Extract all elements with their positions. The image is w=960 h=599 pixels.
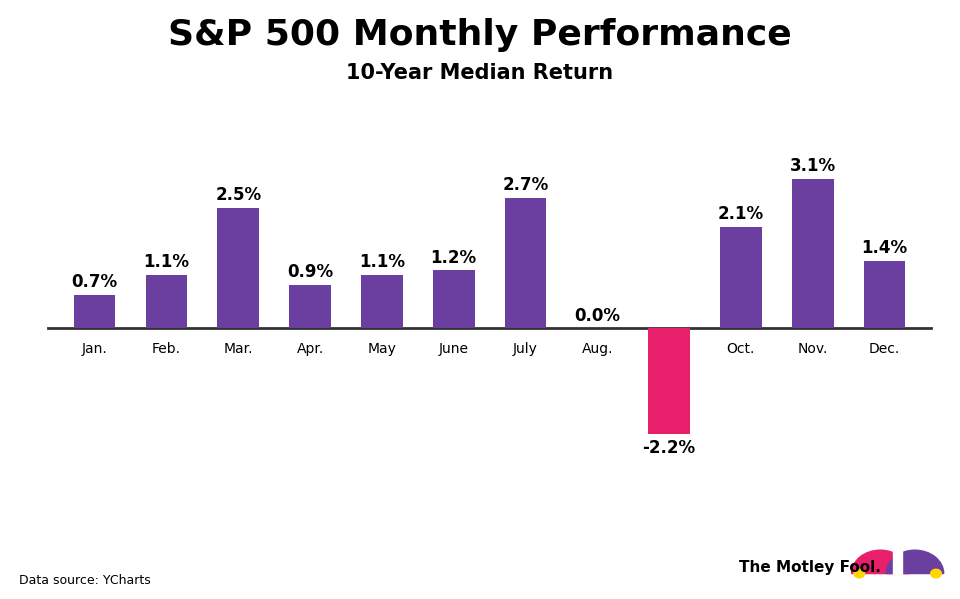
Bar — [74, 295, 115, 328]
Wedge shape — [886, 550, 944, 574]
Text: -2.2%: -2.2% — [642, 439, 696, 457]
Wedge shape — [852, 550, 909, 574]
Text: Data source: YCharts: Data source: YCharts — [19, 574, 151, 587]
Text: 0.7%: 0.7% — [72, 273, 118, 291]
Bar — [146, 276, 187, 328]
Text: 1.1%: 1.1% — [143, 253, 189, 271]
Bar — [648, 328, 690, 434]
Text: 0.9%: 0.9% — [287, 263, 333, 281]
Circle shape — [931, 569, 941, 578]
Bar — [289, 285, 331, 328]
Text: 2.7%: 2.7% — [502, 176, 548, 194]
Text: 3.1%: 3.1% — [790, 157, 836, 175]
Text: S&P 500 Monthly Performance: S&P 500 Monthly Performance — [168, 18, 792, 52]
Text: 1.2%: 1.2% — [431, 249, 477, 267]
Bar — [505, 198, 546, 328]
Text: 0.0%: 0.0% — [574, 307, 620, 325]
Text: 2.5%: 2.5% — [215, 186, 261, 204]
Bar — [792, 179, 833, 328]
Text: 10-Year Median Return: 10-Year Median Return — [347, 63, 613, 83]
Bar — [864, 261, 905, 328]
Bar — [218, 208, 259, 328]
Bar — [433, 271, 474, 328]
Text: 2.1%: 2.1% — [718, 205, 764, 223]
Bar — [720, 227, 761, 328]
Bar — [893, 550, 902, 574]
Text: The Motley Fool.: The Motley Fool. — [739, 560, 881, 575]
Text: 1.4%: 1.4% — [861, 239, 907, 257]
Circle shape — [854, 569, 864, 578]
Text: 1.1%: 1.1% — [359, 253, 405, 271]
Bar — [361, 276, 402, 328]
